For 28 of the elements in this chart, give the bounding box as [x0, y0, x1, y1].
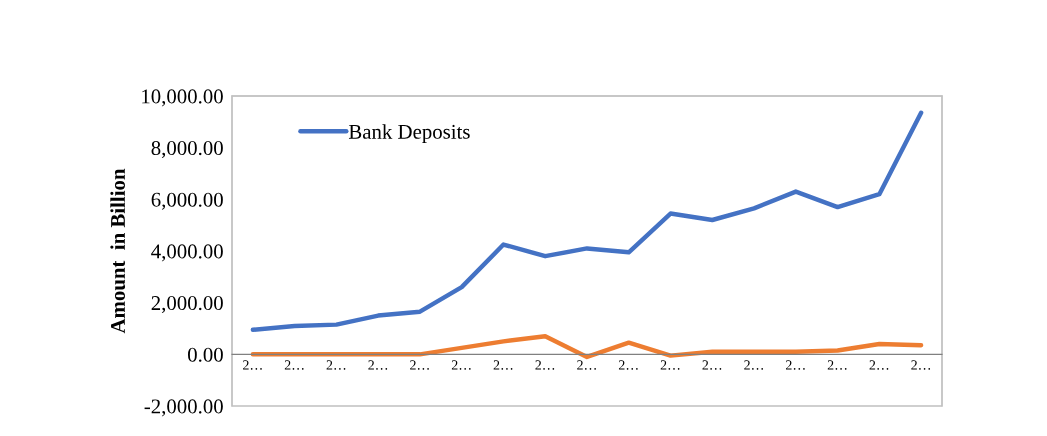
- x-tick-label: 2…: [660, 360, 680, 370]
- y-tick-label: 10,000.00: [142, 89, 223, 107]
- x-tick-label: 2…: [451, 360, 471, 370]
- line-series: [250, 334, 924, 360]
- x-tick-label: 2…: [827, 360, 847, 370]
- x-tick-label: 2…: [869, 360, 889, 370]
- x-tick-label: 2…: [535, 360, 555, 370]
- line-series: [250, 110, 924, 333]
- y-tick-label: 8,000.00: [151, 141, 223, 159]
- x-tick-label: 2…: [744, 360, 763, 370]
- y-axis-title: Amount in Billion: [110, 168, 126, 334]
- x-tick-label: 2…: [786, 360, 805, 370]
- x-tick-label: 2…: [243, 360, 262, 370]
- x-tick-label: 2…: [618, 360, 638, 370]
- x-tick-label: 2…: [326, 360, 346, 370]
- y-tick-label: 0.00: [188, 347, 223, 362]
- x-tick-label: 2…: [702, 360, 722, 370]
- y-tick-label: -2,000.00: [144, 399, 223, 417]
- x-tick-label: 2…: [368, 360, 388, 370]
- y-tick-label: 4,000.00: [151, 244, 223, 262]
- legend-label: Bank Deposits: [348, 124, 470, 144]
- x-tick-label: 2…: [284, 360, 304, 370]
- y-tick-label: 2,000.00: [151, 296, 223, 314]
- x-tick-label: 2…: [410, 360, 429, 370]
- x-tick-label: 2…: [911, 360, 931, 370]
- y-tick-label: 6,000.00: [151, 192, 223, 210]
- x-tick-label: 2…: [493, 360, 513, 370]
- x-tick-label: 2…: [577, 360, 596, 370]
